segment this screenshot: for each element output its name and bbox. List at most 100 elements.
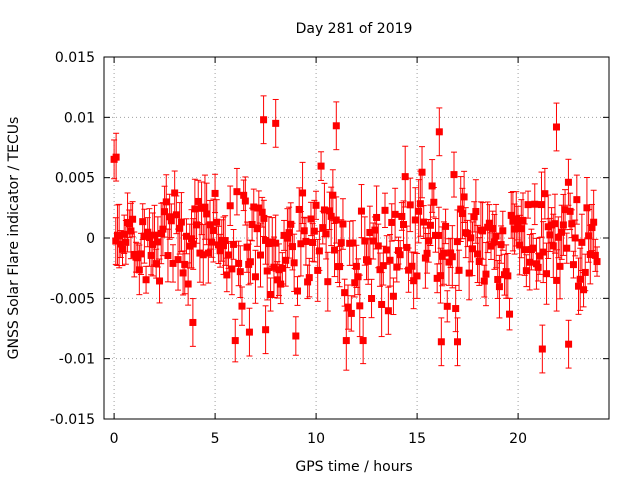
data-point [339, 220, 347, 228]
data-point [157, 229, 165, 237]
data-point [297, 240, 305, 248]
data-point [309, 238, 317, 246]
data-point [317, 162, 325, 170]
data-point [312, 201, 320, 209]
data-point [435, 231, 443, 239]
data-point [213, 218, 221, 226]
data-point [522, 267, 530, 275]
data-point [172, 211, 180, 219]
data-point [201, 203, 209, 211]
x-tick-label: 15 [408, 431, 426, 447]
data-point [287, 220, 295, 228]
data-point [295, 205, 303, 213]
data-point [171, 189, 179, 197]
y-tick-label: -0.005 [50, 291, 95, 307]
data-point [204, 249, 212, 257]
data-point [327, 212, 335, 220]
data-point [191, 205, 199, 213]
data-point [381, 206, 389, 214]
data-point [398, 212, 406, 220]
data-point [425, 237, 433, 245]
data-point [300, 227, 308, 235]
y-tick-label: -0.015 [50, 412, 95, 428]
data-point [487, 242, 495, 250]
data-point [469, 245, 477, 253]
data-point [341, 289, 349, 297]
data-point [169, 259, 177, 267]
data-point [420, 218, 428, 226]
data-point [575, 282, 583, 290]
data-point [272, 119, 280, 127]
y-tick-label: 0 [86, 231, 95, 247]
data-point [159, 225, 167, 233]
data-point [379, 262, 387, 270]
data-point [393, 263, 401, 271]
data-point [120, 230, 128, 238]
data-point [463, 229, 471, 237]
data-point [211, 189, 219, 197]
data-point [331, 246, 339, 254]
data-point [369, 237, 377, 245]
data-point [314, 266, 322, 274]
data-point [166, 213, 174, 221]
data-point [484, 223, 492, 231]
data-point [384, 307, 392, 315]
data-point [139, 218, 147, 226]
x-tick-label: 0 [110, 431, 119, 447]
data-point [497, 241, 505, 249]
data-point [307, 215, 315, 223]
data-point [164, 252, 172, 260]
data-point [282, 256, 290, 264]
data-point [115, 232, 123, 240]
data-point [332, 122, 340, 130]
data-point [294, 287, 302, 295]
data-point [161, 208, 169, 216]
data-point [590, 218, 598, 226]
data-point [364, 257, 372, 265]
data-point [238, 302, 246, 310]
data-point [531, 200, 539, 208]
data-point [219, 242, 227, 250]
data-point [546, 231, 554, 239]
data-point [181, 260, 189, 268]
data-point [428, 182, 436, 190]
data-point [352, 262, 360, 270]
data-point [549, 242, 557, 250]
data-point [231, 337, 239, 345]
data-point [386, 256, 394, 264]
data-point [221, 237, 229, 245]
data-point [122, 238, 130, 246]
data-point [378, 300, 386, 308]
data-point [578, 238, 586, 246]
data-point [536, 252, 544, 260]
data-point [440, 249, 448, 257]
data-point [156, 277, 164, 285]
data-point [532, 260, 540, 268]
data-point [344, 303, 352, 311]
data-point [216, 247, 224, 255]
data-point [255, 204, 263, 212]
y-tick-label: -0.01 [59, 352, 95, 368]
data-point [472, 207, 480, 215]
data-point [465, 269, 473, 277]
data-point [253, 225, 261, 233]
data-point [288, 243, 296, 251]
data-point [305, 274, 313, 282]
data-point [332, 216, 340, 224]
data-point [566, 207, 574, 215]
data-point [206, 221, 214, 229]
data-point [485, 219, 493, 227]
data-point [193, 221, 201, 229]
data-point [502, 268, 510, 276]
data-point [270, 263, 278, 271]
data-point [521, 246, 529, 254]
data-point [290, 259, 298, 267]
data-point [467, 234, 475, 242]
data-point [325, 207, 333, 215]
data-point [553, 276, 561, 284]
data-point [209, 227, 217, 235]
data-point [492, 232, 500, 240]
data-point [302, 237, 310, 245]
data-point [150, 231, 158, 239]
